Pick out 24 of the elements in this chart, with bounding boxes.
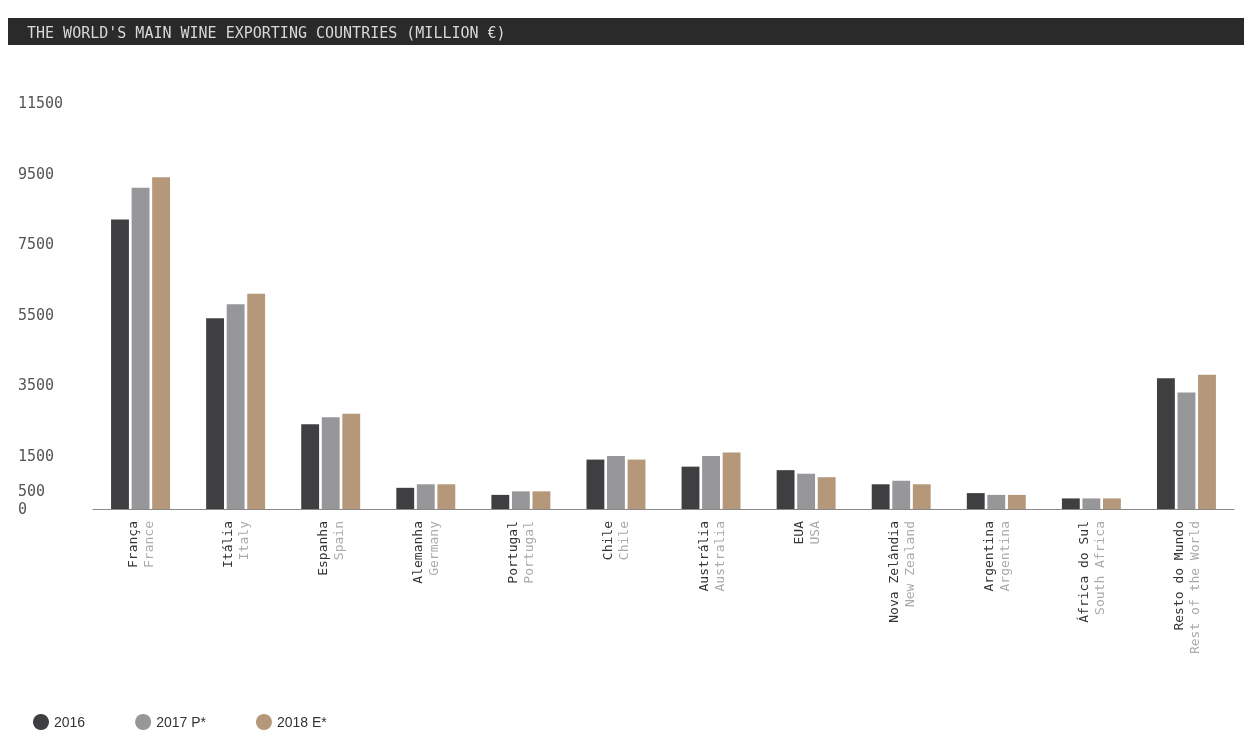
- legend-label: 2018 E*: [276, 714, 328, 730]
- y-tick-label: 0: [18, 500, 28, 518]
- legend-label: 2017 P*: [156, 714, 207, 730]
- x-tick-label: França France: [125, 520, 157, 568]
- y-tick-label: 11500: [18, 94, 64, 112]
- x-tick-label: Portugal Portugal: [505, 521, 537, 584]
- x-tick-label: Resto do Mundo Rest of the World: [1170, 521, 1202, 655]
- x-tick-label: Alemanha Germany: [410, 520, 442, 584]
- chart-title: THE WORLD'S MAIN WINE EXPORTING COUNTRIES (MILLION €): [27, 23, 506, 42]
- x-tick-label: Espanha Spain: [315, 521, 347, 576]
- legend-label: 2016: [54, 714, 86, 730]
- x-tick-label: Chile Chile: [600, 520, 632, 561]
- y-tick-label: 3500: [18, 376, 55, 395]
- y-tick-label: 500: [18, 482, 46, 501]
- y-tick-label: 1500: [18, 447, 55, 466]
- y-tick-label: 7500: [18, 235, 55, 254]
- x-tick-label: Nova Zelândia New Zealand: [885, 521, 917, 623]
- y-tick-label: 5500: [18, 305, 55, 324]
- x-tick-label: Itália Italy: [220, 520, 252, 568]
- x-tick-label: EUA USA: [790, 520, 822, 545]
- x-tick-label: Argentina Argentina: [980, 521, 1012, 592]
- x-tick-label: Austrália Australia: [695, 521, 727, 592]
- y-tick-label: 9500: [18, 164, 55, 183]
- x-tick-label: África do Sul South Africa: [1075, 521, 1107, 623]
